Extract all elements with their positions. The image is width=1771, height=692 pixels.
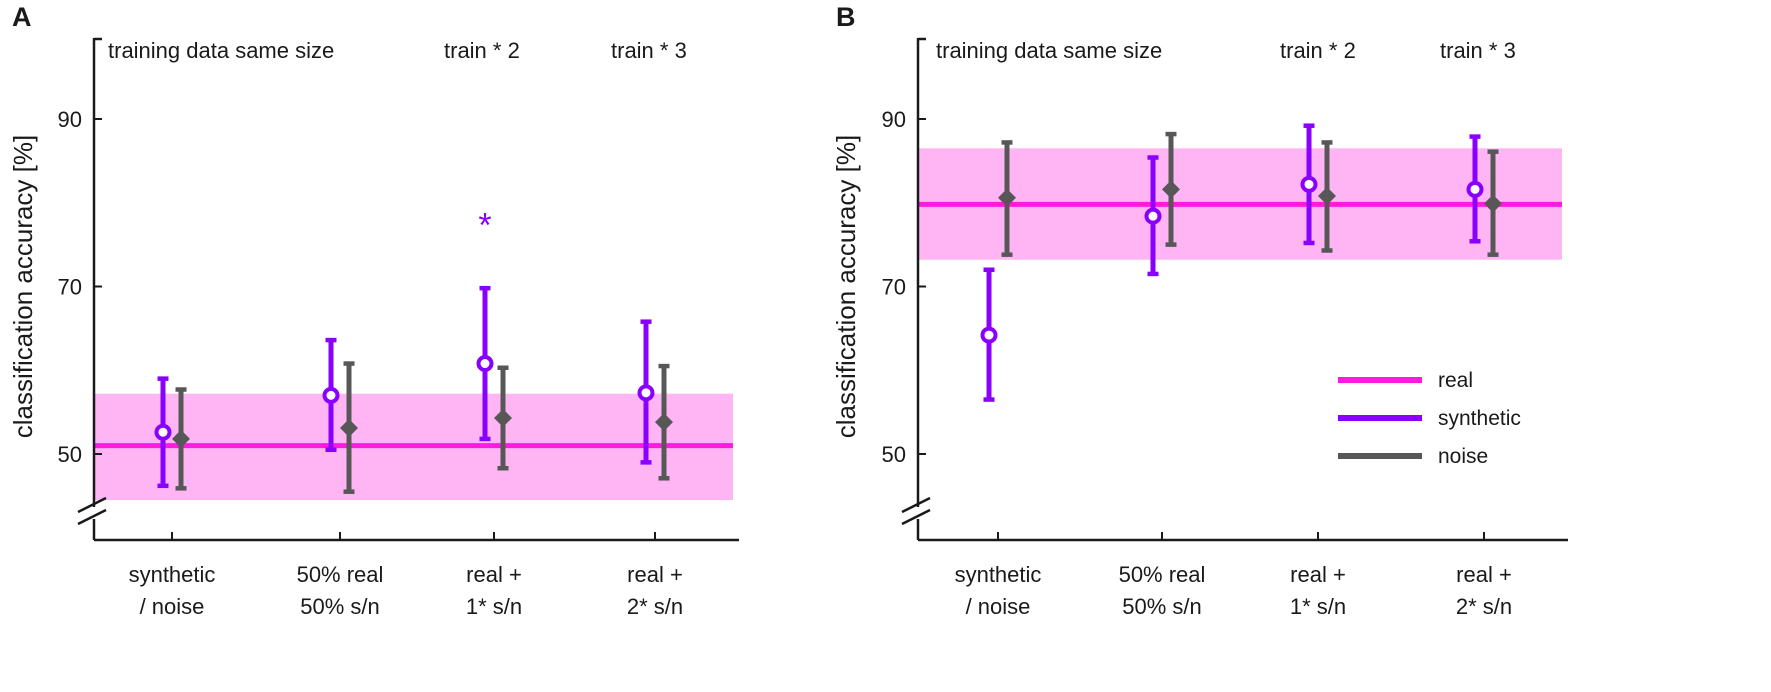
panel-b-synthetic-marker xyxy=(1144,207,1162,225)
panel-a-y-axis-title: classification accuracy [%] xyxy=(8,135,38,438)
panel-a-noise-marker xyxy=(494,408,512,427)
panel-b-ytick-label: 50 xyxy=(882,442,906,467)
panel-a-category-label: 50% s/n xyxy=(300,594,380,619)
panel-b-ytick-label: 70 xyxy=(882,275,906,300)
panel-a-group-label: train * 2 xyxy=(444,38,520,63)
panel-a-axis-break-slash-2 xyxy=(77,508,107,526)
panel-a-ytick-label: 70 xyxy=(58,275,82,300)
panel-b-axis-break-gap xyxy=(912,507,924,519)
panel-b-category-label: / noise xyxy=(966,594,1031,619)
legend-label-real: real xyxy=(1438,369,1473,392)
panel-b-group-label: train * 2 xyxy=(1280,38,1356,63)
panel-b-ytick-label: 90 xyxy=(882,107,906,132)
panel-a-ytick-label: 90 xyxy=(58,107,82,132)
panel-a-y-axis-break xyxy=(77,496,107,526)
panel-a-synthetic-point xyxy=(476,285,494,442)
panel-a-group-label: train * 3 xyxy=(611,38,687,63)
panel-a-synthetic-marker xyxy=(476,355,494,373)
panel-b-synthetic-marker xyxy=(1466,180,1484,198)
panel-a-noise-marker xyxy=(172,429,190,448)
panel-a-category-label: 1* s/n xyxy=(466,594,522,619)
panel-a-synthetic-marker xyxy=(322,386,340,404)
legend: real synthetic noise xyxy=(1338,369,1521,468)
panel-b-noise-marker xyxy=(1318,187,1336,206)
panel-b-synthetic-point xyxy=(980,267,998,402)
panel-b-noise-point xyxy=(1318,140,1336,253)
panel-b-category-label: real + xyxy=(1456,562,1512,587)
panel-a-noise-point xyxy=(340,361,358,494)
panel-b-y-axis-title: classification accuracy [%] xyxy=(831,135,861,438)
panel-a-noise-point xyxy=(494,365,512,471)
panel-a-synthetic-point xyxy=(637,319,655,465)
panel-a-axis-break-slash-1 xyxy=(77,496,107,514)
panel-b-group-label: training data same size xyxy=(936,38,1162,63)
panel-a-letter: A xyxy=(12,2,32,32)
legend-label-synthetic: synthetic xyxy=(1438,407,1521,430)
panel-a-synthetic-marker xyxy=(637,384,655,402)
panel-a-group-label: training data same size xyxy=(108,38,334,63)
panel-a-synthetic-point xyxy=(322,337,340,453)
panel-a-category-label: synthetic xyxy=(129,562,216,587)
panel-a-axis-break-gap xyxy=(88,507,100,519)
panel-a: A classification accuracy [%] 50 70 90 tra… xyxy=(8,2,739,619)
panel-a-noise-point xyxy=(655,363,673,481)
panel-a-category-label: 50% real xyxy=(297,562,384,587)
panel-a-significance-star: * xyxy=(478,206,491,244)
panel-b-noise-marker xyxy=(1484,194,1502,213)
panel-b-letter: B xyxy=(836,2,856,32)
panel-b-category-label: 2* s/n xyxy=(1456,594,1512,619)
panel-b-noise-point xyxy=(1162,131,1180,247)
panel-b-synthetic-point xyxy=(1144,155,1162,277)
panel-b-noise-marker xyxy=(998,188,1016,207)
panel-b-category-label: 50% real xyxy=(1119,562,1206,587)
panel-b-noise-point xyxy=(998,140,1016,257)
panel-a-noise-marker xyxy=(655,413,673,432)
panel-b-category-label: real + xyxy=(1290,562,1346,587)
panel-b: B classification accuracy [%] 50 70 90 tra… xyxy=(831,2,1568,619)
panel-a-category-label: real + xyxy=(466,562,522,587)
panel-b-category-label: synthetic xyxy=(955,562,1042,587)
panel-b-noise-marker xyxy=(1162,180,1180,199)
panel-a-noise-marker xyxy=(340,419,358,438)
panel-b-y-axis-break xyxy=(901,496,931,526)
panel-b-synthetic-point xyxy=(1466,134,1484,244)
panel-a-synthetic-point xyxy=(154,376,172,489)
panel-b-category-label: 50% s/n xyxy=(1122,594,1202,619)
panel-b-group-label: train * 3 xyxy=(1440,38,1516,63)
panel-b-synthetic-marker xyxy=(980,326,998,344)
legend-label-noise: noise xyxy=(1438,445,1488,468)
panel-b-axis-break-slash-2 xyxy=(901,508,931,526)
panel-a-category-label: / noise xyxy=(140,594,205,619)
panel-b-synthetic-marker xyxy=(1300,175,1318,193)
panel-b-category-label: 1* s/n xyxy=(1290,594,1346,619)
panel-a-noise-point xyxy=(172,387,190,491)
panel-a-category-label: 2* s/n xyxy=(627,594,683,619)
panel-a-ytick-label: 50 xyxy=(58,442,82,467)
panel-b-synthetic-point xyxy=(1300,123,1318,246)
panel-b-axis-break-slash-1 xyxy=(901,496,931,514)
panel-b-noise-point xyxy=(1484,149,1502,257)
panel-a-category-label: real + xyxy=(627,562,683,587)
panel-a-synthetic-marker xyxy=(154,423,172,441)
